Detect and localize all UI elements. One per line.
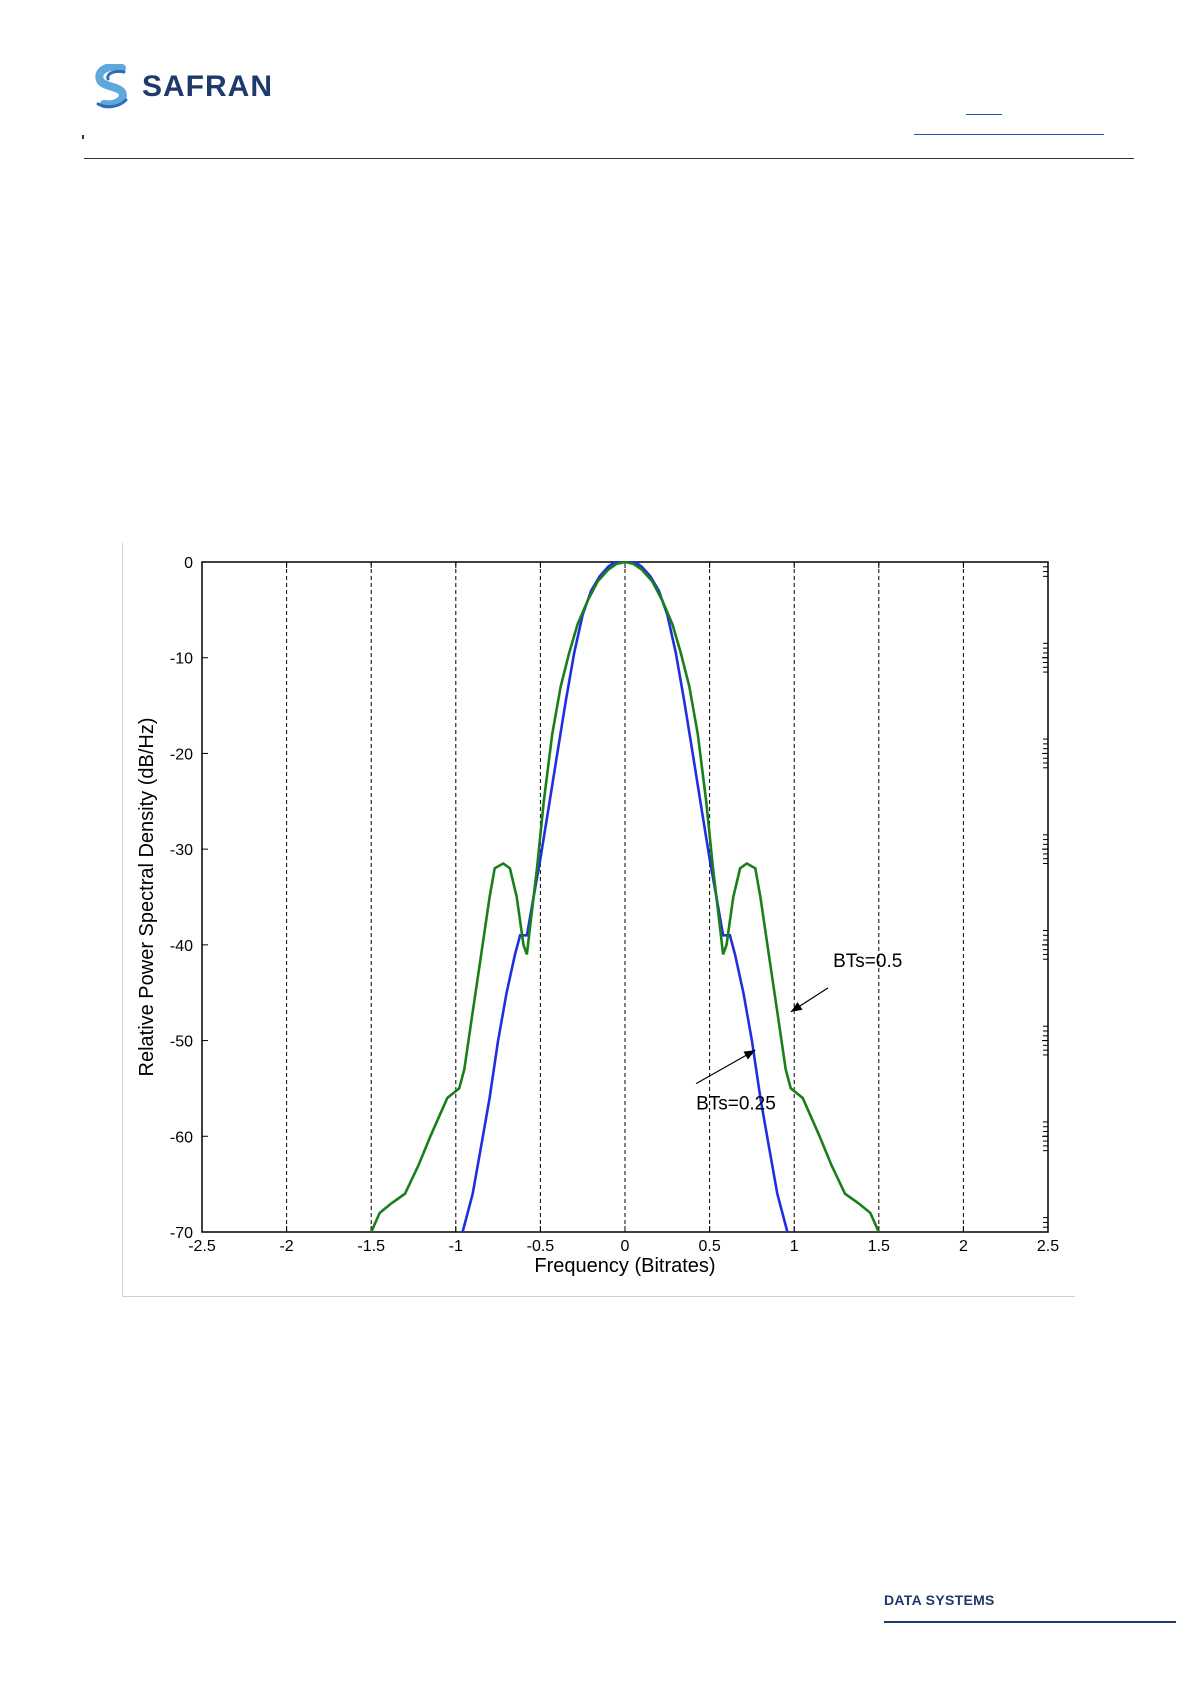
footer-rule [884, 1621, 1176, 1623]
brand-name: SAFRAN [142, 70, 273, 103]
y-tick-label: -30 [170, 842, 193, 859]
y-tick-label: -40 [170, 938, 193, 955]
x-tick-label: 2 [959, 1238, 968, 1255]
x-tick-label: -2.5 [188, 1238, 216, 1255]
header-link-underline[interactable] [914, 134, 1104, 135]
header-rule [84, 158, 1134, 159]
x-axis-label: Frequency (Bitrates) [534, 1255, 715, 1277]
y-tick-label: 0 [184, 555, 193, 572]
x-tick-label: 2.5 [1037, 1238, 1059, 1255]
series-line [370, 561, 880, 1232]
safran-emblem-icon [95, 64, 128, 109]
x-tick-label: 1 [790, 1238, 799, 1255]
annotation-arrowhead [790, 1002, 803, 1012]
annotation-arrowhead [743, 1050, 756, 1060]
x-tick-label: -1 [449, 1238, 463, 1255]
y-tick-label: -70 [170, 1225, 193, 1242]
page-footer: DATA SYSTEMS [884, 1592, 995, 1610]
x-tick-label: -1.5 [357, 1238, 385, 1255]
annotation-label: BTs=0.25 [696, 1093, 776, 1114]
x-tick-label: 0 [621, 1238, 630, 1255]
annotation-label: BTs=0.5 [833, 951, 902, 972]
psd-chart: -2.5 -2 -1.5 -1 -0.5 0 0.5 1 1.5 2 2.5 0 -10 -20 -30 -4… [136, 555, 1059, 1277]
x-tick-label: 1.5 [868, 1238, 890, 1255]
y-tick-label: -60 [170, 1129, 193, 1146]
header-mark [82, 135, 84, 139]
y-tick-label: -10 [170, 651, 193, 668]
y-axis-label: Relative Power Spectral Density (dB/Hz) [136, 717, 158, 1076]
x-tick-label: -2 [279, 1238, 293, 1255]
safran-logo: SAFRAN [92, 64, 273, 110]
footer-division: DATA SYSTEMS [884, 1592, 995, 1608]
header-link-underline[interactable] [966, 114, 1002, 115]
y-tick-label: -20 [170, 746, 193, 763]
x-tick-label: -0.5 [527, 1238, 555, 1255]
x-tick-label: 0.5 [698, 1238, 720, 1255]
chart-frame: -2.5 -2 -1.5 -1 -0.5 0 0.5 1 1.5 2 2.5 0 -10 -20 -30 -4… [122, 543, 1075, 1297]
annotation-arrow [695, 1049, 756, 1085]
page-header: SAFRAN [0, 0, 1191, 170]
y-tick-label: -50 [170, 1034, 193, 1051]
